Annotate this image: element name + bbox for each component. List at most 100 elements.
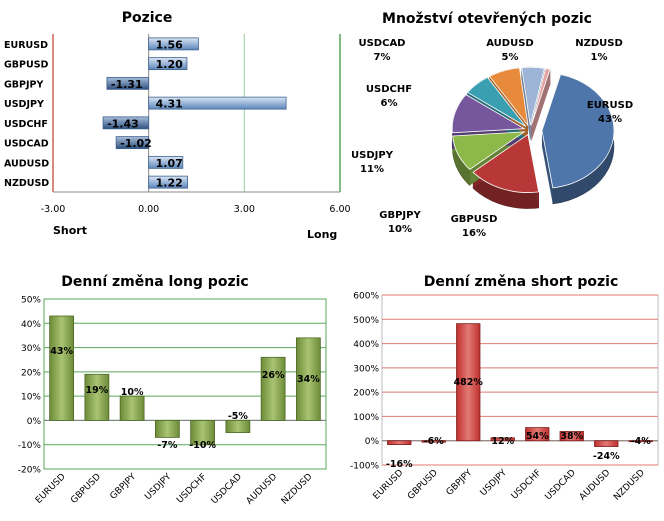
pie-category-label: EURUSD [587, 100, 633, 111]
bar [106, 76, 150, 90]
open-positions-pie-panel: Množství otevřených pozic EURUSD 43% GBPUSD… [352, 0, 664, 255]
long-change-chart: Denní změna long pozic -20% -10% 0% 10% 20% 30… [18, 274, 327, 507]
pie-slice [472, 133, 540, 193]
pie-value-label: 11% [360, 164, 384, 175]
data-label: 38% [560, 431, 583, 442]
data-label: -1.31 [111, 78, 143, 91]
bar [225, 420, 251, 433]
data-label: 10% [121, 387, 144, 398]
long-label: Long [307, 228, 337, 241]
y-tick-label: 300% [353, 364, 379, 374]
data-label: 26% [262, 370, 285, 381]
data-label: 1.22 [156, 177, 183, 190]
category-label: USDCAD [4, 139, 49, 150]
data-label: -10% [189, 440, 216, 451]
bar [84, 373, 110, 421]
y-tick-label: -10% [18, 441, 42, 451]
y-tick-label: 200% [353, 389, 379, 399]
x-tick-label: USDCAD [210, 472, 244, 506]
chart-title: Denní změna short pozic [424, 274, 619, 290]
data-label: -5% [228, 411, 249, 422]
x-tick-label: 0.00 [138, 204, 159, 215]
bar [421, 440, 446, 443]
bar [148, 57, 188, 71]
x-tick-label: NZDUSD [612, 468, 647, 503]
x-tick-label: GBPJPY [445, 468, 475, 498]
pie-slice [530, 67, 551, 126]
pie-category-label: AUDUSD [486, 38, 533, 49]
x-tick-label: GBPJPY [109, 472, 139, 502]
positions-chart: Pozice EURUSD 1.56 GBPUSD 1.20 GBPJPY -1.31 USD… [4, 10, 351, 241]
short-label: Short [53, 224, 87, 237]
short-change-chart-panel: Denní změna short pozic -100% 0% 100% 200% 30… [332, 262, 664, 521]
data-label: 12% [491, 436, 514, 447]
y-tick-label: 30% [21, 344, 41, 354]
pie-value-label: 1% [591, 52, 608, 63]
x-tick-label: USDCHF [510, 468, 544, 502]
y-tick-label: 20% [21, 368, 41, 378]
data-label: 4.31 [156, 98, 183, 111]
y-tick-label: -100% [350, 462, 379, 472]
y-tick-label: 500% [353, 316, 379, 326]
x-tick-label: USDCHF [175, 472, 209, 506]
x-tick-label: NZDUSD [280, 472, 315, 507]
bar [148, 96, 287, 110]
y-tick-label: 50% [21, 296, 41, 306]
bar [102, 116, 150, 130]
x-tick-label: USDJPY [143, 472, 173, 502]
pie-slice [521, 66, 545, 126]
pie-category-label: USDJPY [352, 150, 394, 161]
data-label: 54% [526, 431, 549, 442]
x-tick-label: AUDUSD [245, 472, 280, 507]
x-tick-label: USDCAD [543, 468, 577, 502]
y-tick-label: 400% [353, 340, 379, 350]
pie-category-label: NZDUSD [575, 38, 623, 49]
y-tick-label: 0% [365, 437, 380, 447]
data-label: 19% [86, 385, 109, 396]
pie-value-label: 7% [374, 52, 391, 63]
pie-category-label: USDCHF [366, 84, 412, 95]
chart-title: Denní změna long pozic [61, 274, 248, 290]
data-label: -1.43 [107, 117, 139, 130]
data-label: 43% [50, 346, 73, 357]
category-label: GBPUSD [4, 60, 49, 71]
data-label: -24% [593, 451, 620, 462]
bar [559, 431, 584, 442]
category-label: USDCHF [4, 119, 48, 130]
open-positions-pie-chart: Množství otevřených pozic EURUSD 43% GBPUSD… [352, 11, 633, 239]
bar [115, 136, 150, 150]
x-tick-label: EURUSD [34, 472, 68, 506]
pie-value-label: 5% [502, 52, 519, 63]
pie-slice [541, 74, 615, 189]
category-label: NZDUSD [4, 178, 49, 189]
category-label: USDJPY [4, 99, 44, 110]
pie-value-label: 43% [598, 114, 622, 125]
data-label: -4% [631, 436, 652, 447]
data-label: -7% [157, 440, 178, 451]
bar [594, 440, 619, 447]
data-label: 1.20 [156, 58, 183, 71]
data-label: -16% [386, 459, 413, 470]
bar [154, 420, 180, 438]
bar [148, 37, 199, 51]
pie-slice [466, 76, 527, 127]
y-tick-label: 10% [21, 393, 41, 403]
x-tick-label: AUDUSD [578, 468, 613, 503]
bar [525, 427, 550, 442]
bar [490, 437, 515, 442]
long-change-chart-panel: Denní změna long pozic -20% -10% 0% 10% 20% 30… [0, 262, 332, 521]
bar [456, 323, 481, 442]
x-tick-label: GBPUSD [406, 468, 440, 502]
y-tick-label: -20% [18, 466, 42, 476]
bar [628, 440, 653, 443]
pie-title: Množství otevřených pozic [382, 11, 592, 27]
y-tick-label: 40% [21, 320, 41, 330]
bar [148, 175, 188, 189]
pie-value-label: 16% [462, 228, 486, 239]
bar [295, 337, 321, 421]
y-tick-label: 0% [27, 417, 42, 427]
data-label: 1.56 [156, 38, 183, 51]
pie-slice [451, 94, 526, 134]
y-tick-label: 100% [353, 413, 379, 423]
bar [190, 420, 216, 446]
